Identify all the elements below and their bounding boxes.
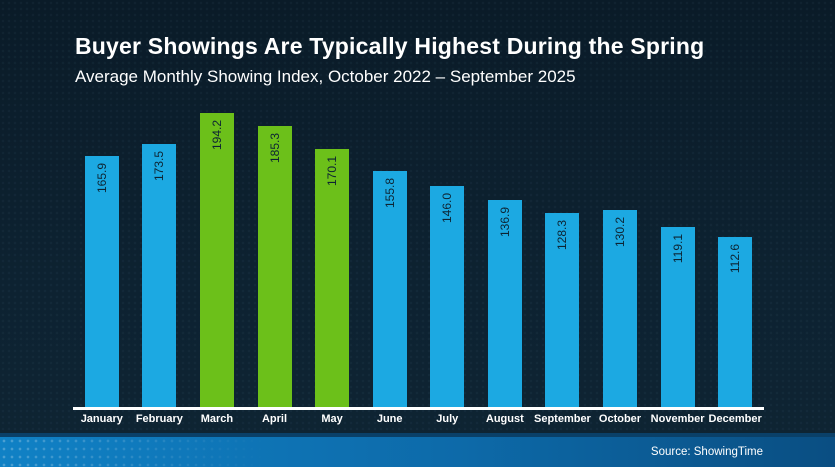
bar-column-june: 155.8 (361, 171, 419, 407)
bar-may: 170.1 (315, 149, 350, 407)
bar-march: 194.2 (199, 113, 234, 407)
month-labels: January February March April May June July Augu… (73, 413, 764, 429)
bar-value-label: 130.2 (612, 217, 627, 248)
bar-value-label: 165.9 (94, 163, 109, 194)
bar-column-april: 185.3 (246, 126, 304, 407)
month-label-october: October (598, 413, 642, 425)
bar-value-label: 155.8 (382, 178, 397, 209)
bar-value-label: 146.0 (440, 193, 455, 224)
month-label-november: November (650, 413, 705, 425)
bar-value-label: 185.3 (267, 133, 282, 164)
bar-november: 119.1 (660, 227, 695, 407)
bar-column-may: 170.1 (303, 149, 361, 407)
bar-august: 136.9 (487, 200, 522, 407)
month-label-september: September (533, 413, 591, 425)
bar-column-december: 112.6 (706, 237, 764, 407)
month-label-december: December (708, 413, 762, 425)
month-label-august: August (485, 413, 524, 425)
month-label-april: April (261, 413, 288, 425)
bar-column-january: 165.9 (73, 156, 131, 407)
x-axis-line (73, 407, 764, 410)
bar-value-label: 173.5 (152, 151, 167, 182)
bar-value-label: 194.2 (209, 120, 224, 151)
source-attribution: Source: ShowingTime (650, 445, 763, 458)
plot-area: 165.9 173.5 194.2 185.3 170.1 155.8 146.0 136.9… (73, 0, 764, 407)
bar-june: 155.8 (372, 171, 407, 407)
bar-value-label: 112.6 (728, 244, 743, 274)
bar-september: 128.3 (545, 213, 580, 407)
bar-april: 185.3 (257, 126, 292, 407)
bar-value-label: 128.3 (555, 220, 570, 251)
month-label-march: March (200, 413, 234, 425)
month-label-june: June (376, 413, 403, 425)
bar-column-july: 146.0 (418, 186, 476, 407)
bar-july: 146.0 (430, 186, 465, 407)
chart-header: Buyer Showings Are Typically Highest Dur… (75, 31, 704, 87)
bar-january: 165.9 (84, 156, 119, 407)
bar-column-september: 128.3 (534, 213, 592, 407)
month-label-july: July (436, 413, 459, 425)
month-label-may: May (321, 413, 343, 425)
bar-column-november: 119.1 (649, 227, 707, 407)
bar-column-august: 136.9 (476, 200, 534, 407)
bar-value-label: 170.1 (325, 156, 340, 187)
chart-title: Buyer Showings Are Typically Highest Dur… (75, 33, 705, 59)
bar-value-label: 119.1 (670, 234, 685, 264)
bar-column-march: 194.2 (188, 113, 246, 407)
footer-band: Source: ShowingTime (0, 433, 835, 467)
bar-february: 173.5 (142, 144, 177, 407)
chart-subtitle: Average Monthly Showing Index, October 2… (75, 67, 576, 86)
bar-column-february: 173.5 (131, 144, 189, 407)
bar-december: 112.6 (718, 237, 753, 407)
bar-column-october: 130.2 (591, 210, 649, 407)
month-label-february: February (135, 413, 183, 425)
bar-value-label: 136.9 (497, 207, 512, 238)
month-label-january: January (80, 413, 123, 425)
bar-october: 130.2 (602, 210, 637, 407)
